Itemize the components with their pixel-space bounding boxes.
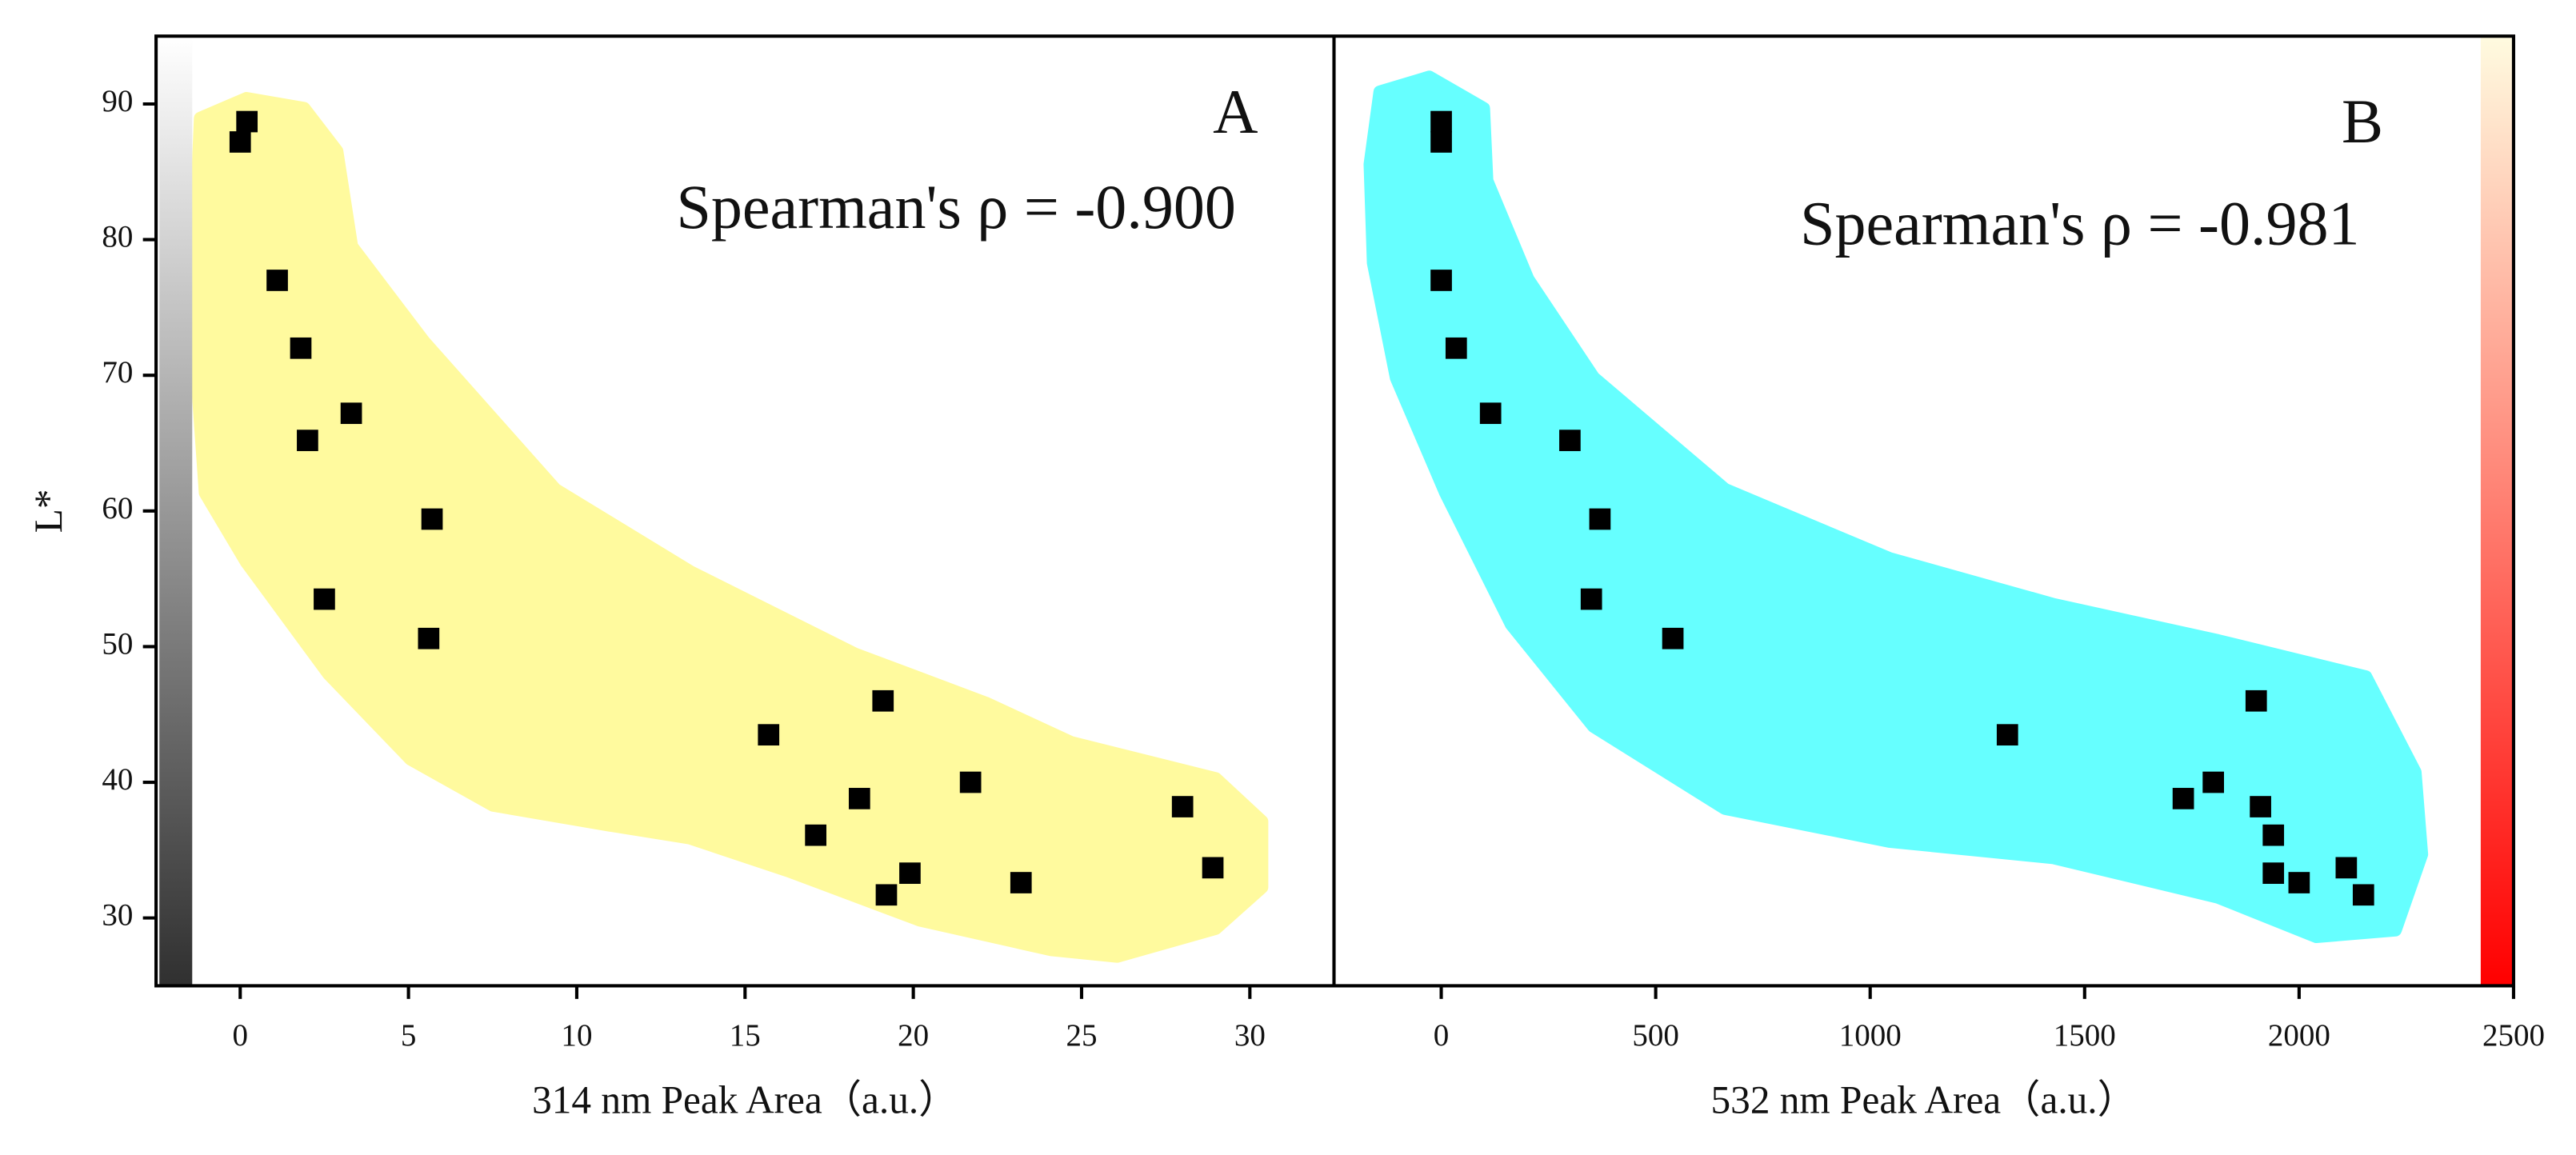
point [2262,862,2285,885]
point [2288,872,2310,893]
point [1559,430,1581,451]
point [1996,724,2018,746]
x-tick-label: 15 [730,1018,761,1053]
point [1662,627,1684,649]
point [1202,857,1224,879]
y-tick-label: 40 [102,762,133,797]
point [1430,270,1452,291]
point [1589,508,1611,530]
point [2335,857,2358,879]
y-tick-label: 80 [102,220,133,254]
point [290,337,312,359]
x-tick-label: 20 [898,1018,929,1053]
point [266,270,288,291]
annotation: Spearman's ρ = -0.981 [1800,188,2359,258]
point [848,788,870,809]
point [2202,771,2224,793]
point [418,627,440,649]
x-tick-label: 1000 [1839,1018,1902,1053]
point [1430,110,1452,133]
x-axis-label: 532 nm Peak Area（a.u.） [1711,1078,2137,1122]
x-tick-label: 25 [1066,1018,1097,1053]
point [340,402,362,425]
x-tick-label: 0 [1434,1018,1450,1053]
point [421,508,443,530]
y-tick-label: 30 [102,898,133,933]
point [875,884,898,906]
point [1479,402,1502,425]
x-tick-label: 2500 [2482,1018,2545,1053]
point [2245,689,2267,712]
y-tick-label: 50 [102,626,133,661]
x-tick-label: 2000 [2268,1018,2330,1053]
point [2172,788,2194,809]
panel-label: B [2342,86,2383,156]
point [297,430,318,451]
x-tick-label: 10 [561,1018,592,1053]
y-axis-label: L* [26,489,70,533]
point [899,862,921,885]
point [2352,884,2374,906]
y-tick-label: 70 [102,355,133,390]
point [229,131,251,153]
x-tick-label: 5 [401,1018,417,1053]
annotation: Spearman's ρ = -0.900 [676,172,1235,242]
point [872,689,894,712]
point [236,110,258,133]
panel-label: A [1213,77,1258,146]
point [1580,588,1602,610]
y-tick-label: 60 [102,491,133,526]
x-axis-label: 314 nm Peak Area（a.u.） [532,1078,958,1122]
point [805,824,826,846]
point [2262,824,2285,846]
x-tick-label: 0 [233,1018,249,1053]
point [2250,796,2271,817]
x-tick-label: 1500 [2054,1018,2116,1053]
x-tick-label: 500 [1632,1018,1679,1053]
point [1010,872,1032,893]
point [1430,131,1452,153]
point [959,771,982,793]
point [314,588,335,610]
cluster-shade [187,92,1269,963]
colorbar [2480,36,2514,986]
x-tick-label: 30 [1234,1018,1266,1053]
point [758,724,780,746]
cluster-shade [1363,70,2429,944]
colorbar [159,36,193,986]
point [1445,337,1467,359]
y-tick-label: 90 [102,84,133,118]
point [1171,796,1194,817]
